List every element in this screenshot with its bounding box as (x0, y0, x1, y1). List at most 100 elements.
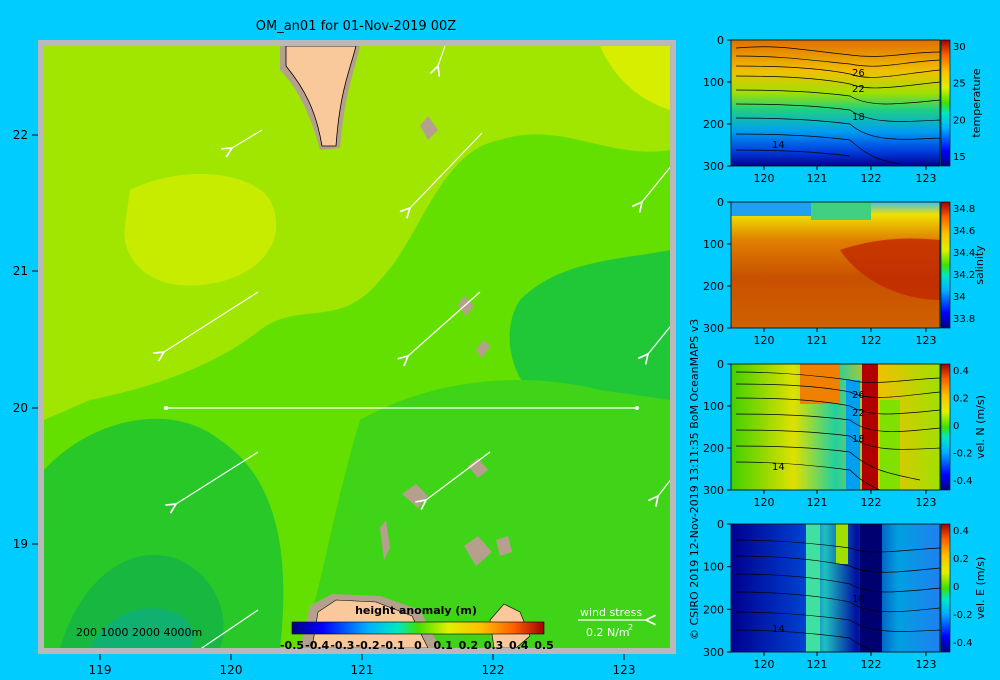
field-yellow-green-north (44, 46, 670, 420)
colorbar-tick-label: -0.4 (953, 476, 973, 487)
contours (735, 371, 941, 491)
colorbar-tick-label: 34 (953, 292, 966, 303)
wind-stress-scale-exponent: 2 (628, 623, 633, 632)
colorbar-tick-label: 0 (414, 639, 422, 652)
contours (735, 539, 941, 653)
colorbar-tick-label: -0.2 (953, 610, 973, 621)
contour-label: 14 (772, 624, 785, 635)
depth-tick-label: 100 (703, 561, 724, 574)
wind-arrows (164, 46, 670, 648)
colorbar-tick-label: 20 (953, 115, 966, 126)
contour-labels: 26 22 18 14 (772, 390, 865, 473)
field-yellow-west (124, 173, 277, 286)
contours (735, 46, 941, 165)
depth-tick-label: 200 (703, 118, 724, 131)
credit-text: © CSIRO 2019 12-Nov-2019 13:11:35 BoM Oc… (688, 319, 701, 640)
wind-arrow (658, 479, 670, 496)
depth-tick-label: 200 (703, 442, 724, 455)
colorbar-tick-label: 0.2 (953, 394, 969, 405)
colorbar-tick-label: -0.4 (305, 639, 329, 652)
lat-tick-label: 20 (13, 401, 28, 415)
colorbar-tick-label: 34.2 (953, 270, 975, 281)
lon-tick-label: 120 (754, 658, 775, 671)
section-line (164, 406, 639, 410)
panel-label: vel. N (m/s) (974, 395, 987, 459)
colorbar-tick-label: 0.2 (459, 639, 479, 652)
depth-tick-label: 0 (717, 358, 724, 371)
field-green-east (509, 250, 670, 424)
lat-tick-label: 22 (13, 128, 28, 142)
colorbar-tick-label: -0.5 (280, 639, 304, 652)
colorbar (940, 39, 951, 167)
panel-label: temperature (970, 68, 983, 137)
map-field (44, 46, 670, 648)
land-islet-6 (380, 520, 390, 560)
land-islet-3 (476, 340, 490, 358)
colorbar-tick-label: -0.2 (356, 639, 380, 652)
lat-tick-label: 19 (13, 537, 28, 551)
depth-tick-label: 0 (717, 518, 724, 531)
colorbar-tick-label: 0.5 (534, 639, 554, 652)
colorbar-tick-label: 0.4 (953, 366, 969, 377)
colorbar-tick-label: 0.4 (509, 639, 529, 652)
depth-tick-label: 100 (703, 238, 724, 251)
colorbar-tick-label: 30 (953, 42, 966, 53)
colorbar-tick-label: 0.4 (953, 526, 969, 537)
wind-stress-label: wind stress (580, 606, 642, 619)
wind-arrow (426, 451, 491, 500)
lon-tick-label: 119 (89, 663, 112, 677)
lat-ticks: 22 21 20 19 (13, 128, 38, 551)
lon-tick-label: 121 (807, 334, 828, 347)
contour-label: 18 (852, 112, 865, 123)
colorbar-tick-label: 34.8 (953, 204, 975, 215)
colorbar-tick-label: 34.4 (953, 248, 975, 259)
wind-arrow (438, 46, 446, 66)
depth-tick-label: 0 (717, 34, 724, 47)
colorbar-tick-label: 0.1 (433, 639, 453, 652)
contour-label: 14 (772, 140, 785, 151)
lon-tick-label: 120 (754, 334, 775, 347)
lon-tick-label: 120 (754, 172, 775, 185)
contour-label: 14 (772, 462, 785, 473)
contour-label: 18 (852, 594, 865, 605)
land-islet-4 (468, 458, 488, 478)
lon-tick-label: 122 (861, 496, 882, 509)
contour-label: 18 (852, 434, 865, 445)
lon-tick-label: 123 (916, 658, 937, 671)
colorbar-tick-label: 25 (953, 79, 966, 90)
wind-stress-scale: 0.2 N/m (586, 626, 630, 639)
land-islet-8 (496, 536, 512, 556)
depth-tick-label: 200 (703, 603, 724, 616)
depth-tick-label: 100 (703, 76, 724, 89)
figure-title: OM_an01 for 01-Nov-2019 00Z (256, 19, 457, 34)
lon-tick-label: 121 (807, 172, 828, 185)
section-panel-vel-n: 26 22 18 14 vel. N (m/s) (730, 363, 987, 491)
colorbar-tick-label: -0.2 (953, 449, 973, 460)
lon-tick-label: 121 (807, 658, 828, 671)
depth-tick-label: 200 (703, 280, 724, 293)
section-panel-temperature: 26 22 18 14 temperature (730, 39, 983, 167)
contour-label: 22 (852, 408, 865, 419)
colorbar-label: height anomaly (m) (355, 604, 477, 617)
panel-label: vel. E (m/s) (974, 557, 987, 620)
land-masses (280, 46, 531, 648)
depth-tick-label: 300 (703, 322, 724, 335)
colorbar (940, 201, 951, 329)
lon-tick-label: 121 (807, 496, 828, 509)
colorbar-tick-label: 34.6 (953, 226, 975, 237)
depth-tick-label: 300 (703, 160, 724, 173)
wind-arrow (642, 166, 670, 202)
lon-tick-label: 122 (482, 663, 505, 677)
depth-tick-label: 300 (703, 646, 724, 659)
colorbar (940, 363, 951, 491)
contour-label: 22 (852, 84, 865, 95)
lon-tick-label: 123 (916, 172, 937, 185)
wind-arrow (164, 291, 259, 352)
wind-arrow (408, 291, 481, 356)
colorbar-tick-label: 33.8 (953, 314, 975, 325)
colorbar-tick-label: 0 (953, 582, 959, 593)
height-anomaly-map: 200 1000 2000 4000m height anomaly (m) -… (13, 40, 676, 677)
colorbar-tick-label: 0.2 (953, 554, 969, 565)
colorbar-tick-label: 0.3 (484, 639, 504, 652)
